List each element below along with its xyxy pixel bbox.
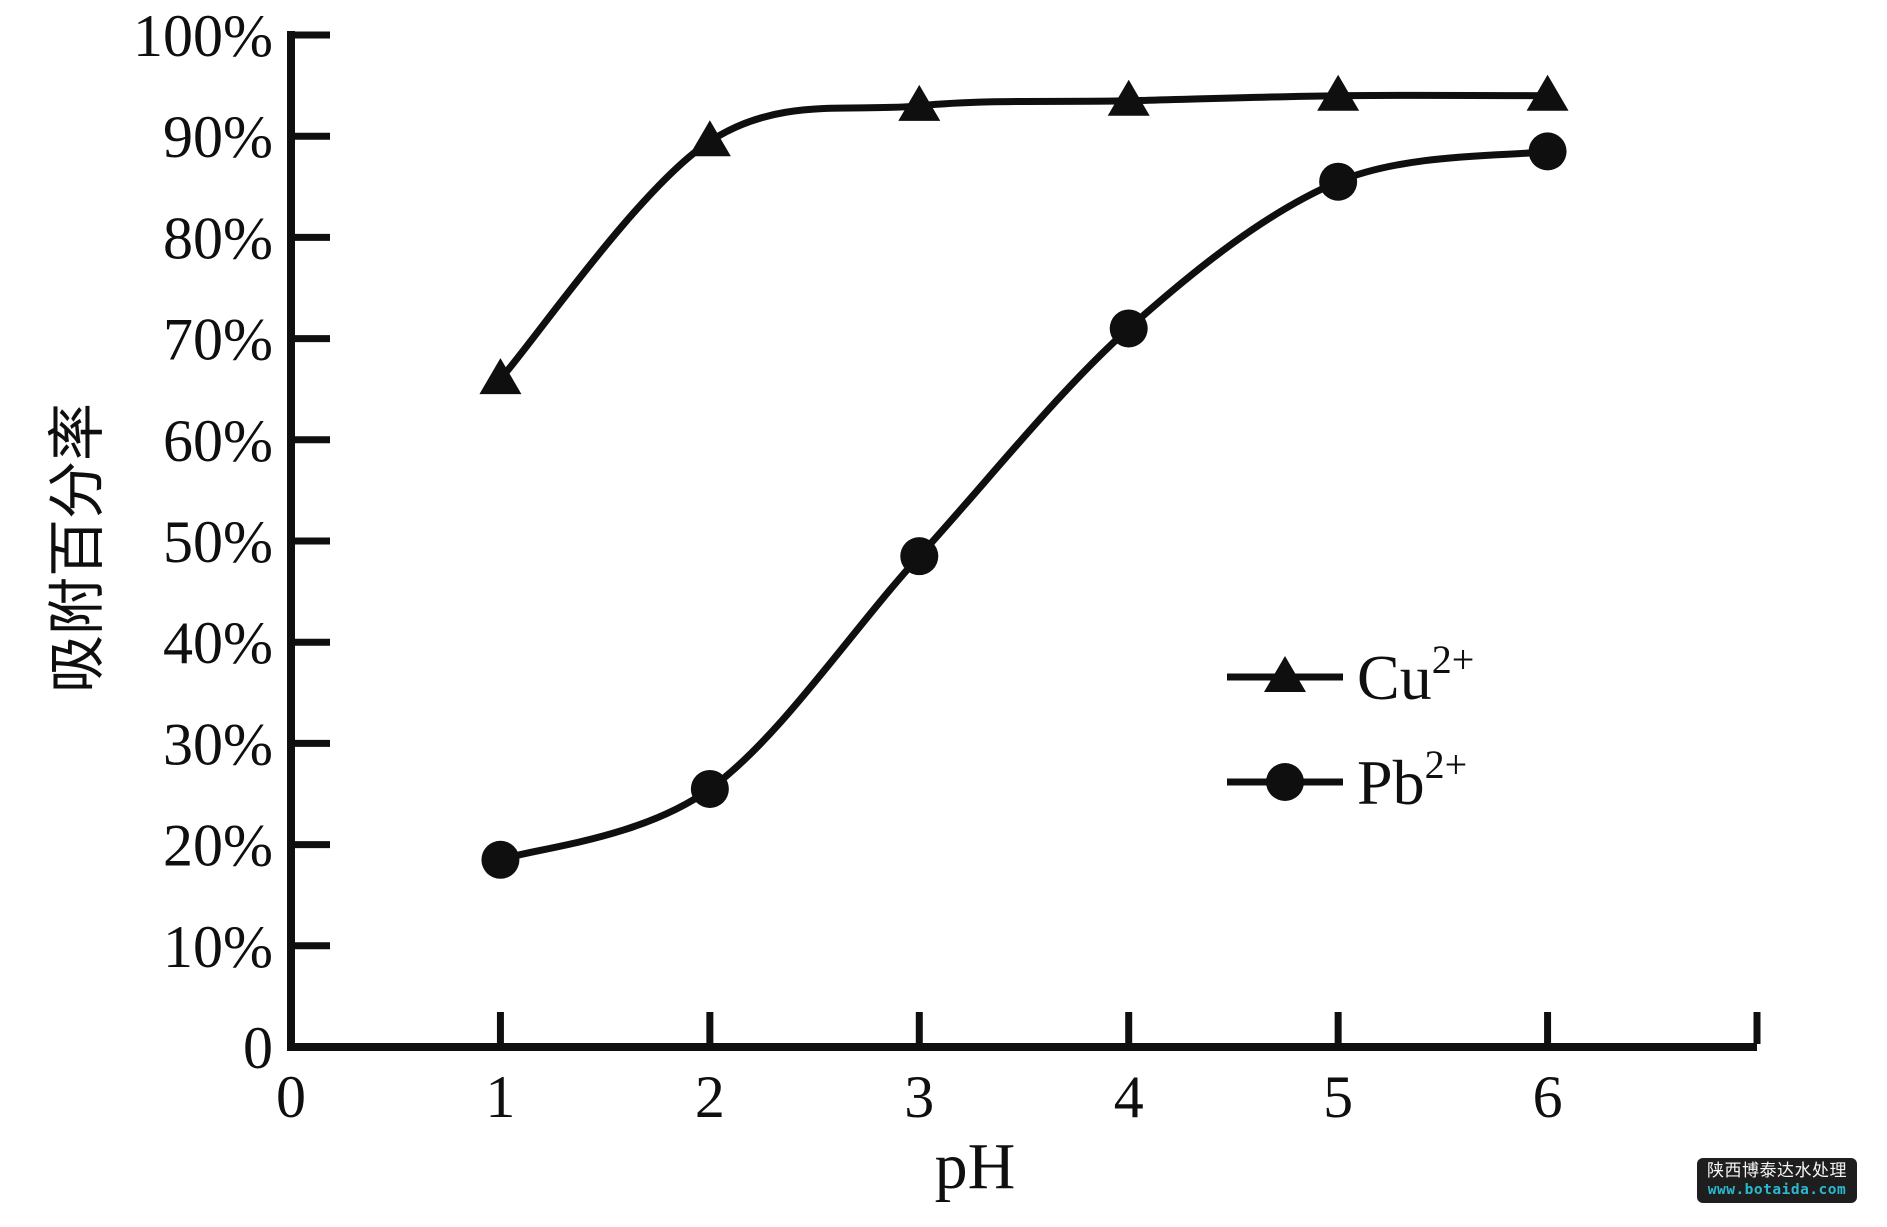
x-tick-label: 0 xyxy=(276,1064,306,1130)
x-tick-label: 3 xyxy=(904,1064,934,1130)
watermark-url: www.botaida.com xyxy=(1707,1181,1847,1198)
x-tick-label: 6 xyxy=(1533,1064,1563,1130)
y-axis-title: 吸附百分率 xyxy=(45,403,110,693)
legend-item-Pb2+: Pb2+ xyxy=(1227,742,1467,818)
series-Cu2+-triangle-marker xyxy=(1317,74,1360,111)
y-tick-label: 90% xyxy=(163,104,273,170)
series-Cu2+-triangle-marker xyxy=(1526,74,1569,111)
y-tick-label: 0 xyxy=(243,1015,273,1081)
y-tick-label: 10% xyxy=(163,914,273,980)
x-tick-label: 5 xyxy=(1323,1064,1353,1130)
watermark: 陕西博泰达水处理 www.botaida.com xyxy=(1697,1158,1857,1204)
x-tick-label: 4 xyxy=(1114,1064,1144,1130)
y-tick-label: 40% xyxy=(163,610,273,676)
x-tick-label: 1 xyxy=(485,1064,515,1130)
legend-label-Pb2+: Pb2+ xyxy=(1357,742,1467,818)
legend-item-Cu2+: Cu2+ xyxy=(1227,637,1474,713)
y-tick-label: 60% xyxy=(163,408,273,474)
y-tick-label: 100% xyxy=(133,3,273,69)
series-Pb2+-circle-marker xyxy=(1319,162,1358,201)
watermark-company: 陕西博泰达水处理 xyxy=(1707,1161,1847,1181)
x-axis-title: pH xyxy=(935,1130,1016,1203)
y-tick-label: 50% xyxy=(163,509,273,575)
series-Pb2+-circle-marker xyxy=(1109,309,1148,348)
series-line-Cu2+ xyxy=(496,91,1552,383)
series-Cu2+-triangle-marker xyxy=(898,84,941,121)
legend-Cu2+-triangle-marker xyxy=(1264,656,1306,692)
legend-Pb2+-circle-marker xyxy=(1266,763,1304,801)
series-Pb2+-circle-marker xyxy=(690,769,729,808)
y-tick-label: 20% xyxy=(163,813,273,879)
legend-label-Cu2+: Cu2+ xyxy=(1357,637,1474,713)
series-Pb2+-circle-marker xyxy=(481,840,520,879)
y-tick-label: 70% xyxy=(163,307,273,373)
series-Cu2+-triangle-marker xyxy=(1107,79,1150,116)
y-tick-label: 80% xyxy=(163,205,273,271)
series-Pb2+-circle-marker xyxy=(1528,132,1567,171)
series-Pb2+-circle-marker xyxy=(900,537,939,576)
y-tick-label: 30% xyxy=(163,711,273,777)
series-Cu2+-triangle-marker xyxy=(479,358,522,395)
series-Cu2+-triangle-marker xyxy=(688,120,731,157)
x-tick-label: 2 xyxy=(695,1064,725,1130)
